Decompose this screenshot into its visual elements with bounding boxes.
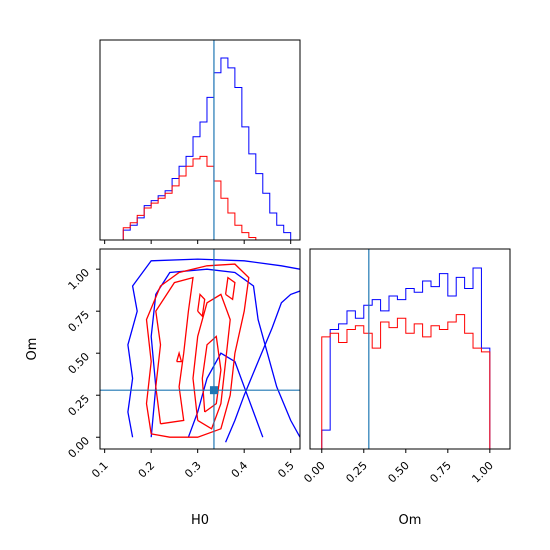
contour-x-tick-label: 0.5 — [275, 459, 297, 481]
om-histogram-x-tick-label: 0.00 — [301, 459, 328, 486]
contour-y-ticks: 0.00 0.25 0.50 0.75 1.00 — [66, 266, 100, 461]
red-contour-3 — [192, 293, 231, 430]
om-histogram-frame — [309, 248, 511, 450]
red-contour-2 — [155, 276, 194, 425]
h0-histogram-x-ticks — [104, 240, 292, 244]
om-histogram-series-blue — [321, 267, 491, 449]
red-contour-5 — [224, 276, 236, 301]
contour-y-tick-label: 0.25 — [66, 392, 93, 419]
om-histogram-x-tick-label: 0.25 — [343, 459, 370, 486]
y-axis-label-om: Om — [25, 338, 40, 361]
contour-y-tick-label: 0.75 — [66, 308, 93, 335]
blue-contour-4 — [225, 290, 300, 443]
om-histogram-x-tick-label: 1.00 — [469, 459, 496, 486]
contour-x-tick-label: 0.1 — [89, 459, 111, 481]
h0-histogram-series-blue — [122, 57, 292, 240]
h0-histogram-series-red — [122, 155, 291, 241]
contour-truth-marker — [209, 386, 218, 395]
om-histogram-x-tick-label: 0.75 — [427, 459, 454, 486]
red-contour-1 — [145, 263, 250, 438]
x-axis-label-h0: H0 — [191, 513, 209, 528]
contour-x-tick-label: 0.4 — [229, 459, 251, 481]
om-histogram-x-tick-label: 0.50 — [385, 459, 412, 486]
red-contour-4 — [201, 335, 222, 413]
contour-y-tick-label: 1.00 — [66, 266, 93, 293]
panel-h0-histogram — [99, 39, 301, 244]
panel-h0-om-contour: 0.1 0.2 0.3 0.4 0.5 0.000.250.500.751.00 H0 … — [25, 248, 301, 528]
contour-x-tick-label: 0.3 — [182, 459, 204, 481]
contour-x-tick-label: 0.2 — [136, 459, 158, 481]
x-axis-label-om: Om — [399, 513, 422, 528]
h0-histogram-frame — [99, 39, 301, 241]
red-contour-6 — [197, 292, 206, 318]
blue-contour-3 — [187, 352, 264, 438]
contour-x-ticks: 0.1 0.2 0.3 0.4 0.5 — [89, 449, 297, 480]
contour-y-tick-label: 0.00 — [66, 434, 93, 461]
om-histogram-series-red — [321, 314, 491, 449]
om-histogram-x-ticks: 0.00 0.25 0.50 0.75 1.00 — [301, 449, 496, 485]
contour-y-tick-label: 0.50 — [66, 350, 93, 377]
panel-om-histogram: 0.00 0.25 0.50 0.75 1.00 Om — [301, 248, 511, 528]
contour-frame — [99, 248, 301, 450]
red-contour-7 — [176, 350, 183, 363]
blue-contour-2 — [150, 268, 300, 438]
